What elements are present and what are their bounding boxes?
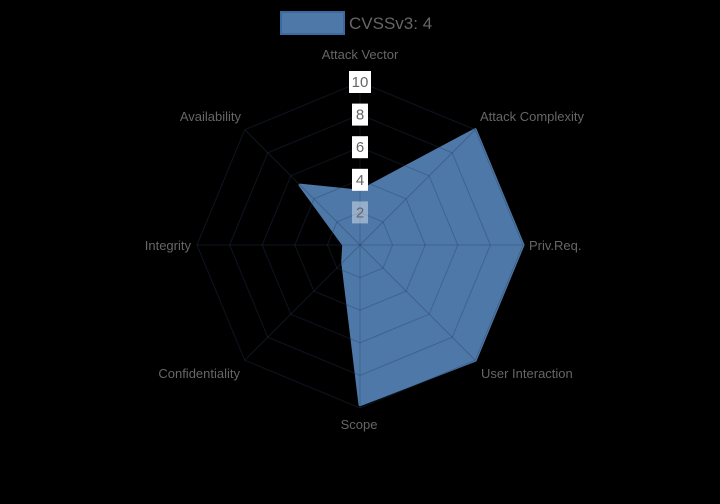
radial-ticks: 2 4 6 8 10 [349,71,371,224]
tick-label: 6 [356,139,364,156]
axis-label-integrity: Integrity [145,238,192,253]
radar-grid-overlay [196,81,524,409]
legend-label: CVSSv3: 4 [349,14,432,33]
data-polygon [298,128,525,407]
axis-label-priv-req: Priv.Req. [529,238,582,253]
axis-label-scope: Scope [341,417,378,432]
axis-label-user-interaction: User Interaction [481,366,573,381]
tick-label: 8 [356,107,364,124]
axis-label-attack-complexity: Attack Complexity [480,109,585,124]
axis-label-availability: Availability [180,109,242,124]
tick-label: 10 [352,74,369,91]
legend-swatch [280,11,345,35]
legend[interactable]: CVSSv3: 4 [280,11,432,35]
axis-label-confidentiality: Confidentiality [158,366,240,381]
axis-labels: Attack Vector Attack Complexity Priv.Req… [145,47,585,432]
axis-label-attack-vector: Attack Vector [322,47,399,62]
tick-label: 4 [356,172,364,189]
tick-label: 2 [356,204,364,221]
